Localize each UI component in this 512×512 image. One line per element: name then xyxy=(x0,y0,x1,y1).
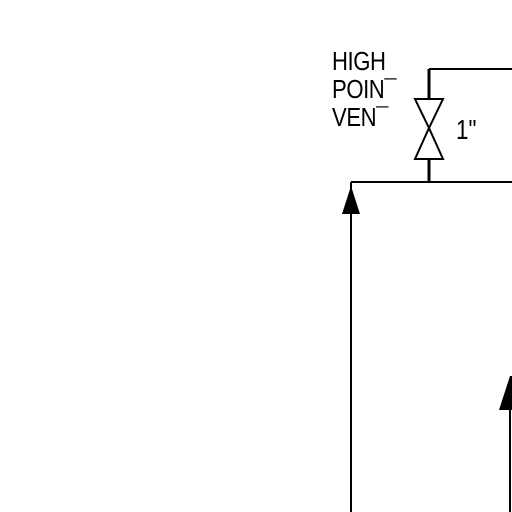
vent-label-line-3: VEN¯ xyxy=(332,102,388,132)
flow-arrow-up-icon xyxy=(342,186,360,214)
valve-size-label: 1" xyxy=(456,114,477,145)
high-point-vent-label: HIGH POIN¯ VEN¯ xyxy=(332,46,397,132)
vent-label-line-1: HIGH xyxy=(332,46,386,76)
gate-valve-icon xyxy=(413,98,445,160)
vent-label-line-2: POIN¯ xyxy=(332,74,397,104)
flow-arrow-up-icon xyxy=(499,376,512,410)
